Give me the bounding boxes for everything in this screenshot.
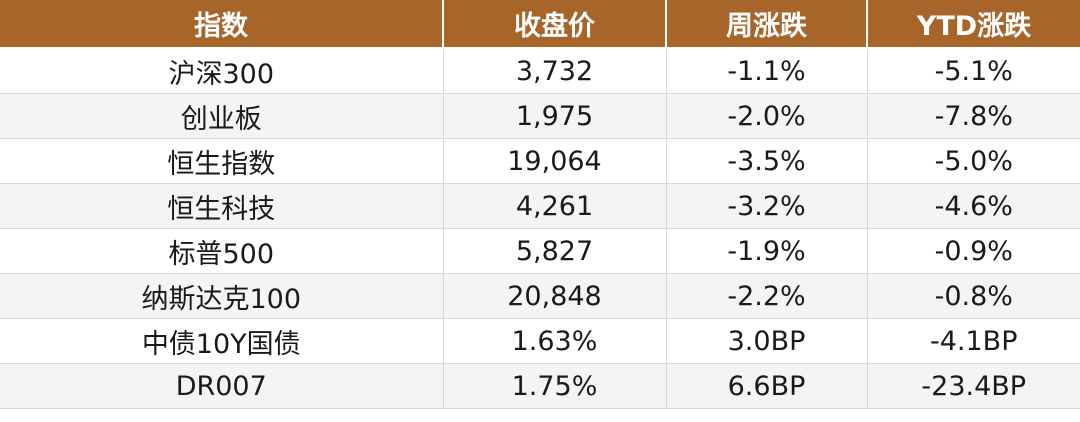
cell-weekly-change: -3.2% [666, 183, 868, 229]
table-row: 纳斯达克100 20,848 -2.2% -0.8% [0, 273, 1080, 319]
cell-close-price: 5,827 [443, 228, 667, 274]
table-row: DR007 1.75% 6.6BP -23.4BP [0, 363, 1080, 409]
cell-close-price: 4,261 [443, 183, 667, 229]
cell-weekly-change: 6.6BP [666, 363, 868, 409]
header-close-price: 收盘价 [443, 0, 667, 49]
cell-index: 创业板 [0, 93, 444, 139]
table-row: 恒生指数 19,064 -3.5% -5.0% [0, 138, 1080, 184]
cell-close-price: 19,064 [443, 138, 667, 184]
cell-index: 恒生指数 [0, 138, 444, 184]
table-row: 恒生科技 4,261 -3.2% -4.6% [0, 183, 1080, 229]
cell-index: 中债10Y国债 [0, 318, 444, 364]
cell-ytd-change: -23.4BP [867, 363, 1080, 409]
cell-weekly-change: -2.0% [666, 93, 868, 139]
table-header: 指数 收盘价 周涨跌 YTD涨跌 [0, 0, 1080, 49]
header-row: 指数 收盘价 周涨跌 YTD涨跌 [0, 0, 1080, 49]
cell-close-price: 20,848 [443, 273, 667, 319]
cell-weekly-change: -1.1% [666, 48, 868, 94]
table-row: 标普500 5,827 -1.9% -0.9% [0, 228, 1080, 274]
cell-index: 恒生科技 [0, 183, 444, 229]
index-performance-table: 指数 收盘价 周涨跌 YTD涨跌 沪深300 3,732 -1.1% -5.1%… [0, 0, 1080, 409]
header-index: 指数 [0, 0, 444, 49]
table-row: 沪深300 3,732 -1.1% -5.1% [0, 48, 1080, 94]
header-weekly-change: 周涨跌 [666, 0, 868, 49]
cell-weekly-change: -3.5% [666, 138, 868, 184]
cell-ytd-change: -7.8% [867, 93, 1080, 139]
table-body: 沪深300 3,732 -1.1% -5.1% 创业板 1,975 -2.0% … [0, 48, 1080, 409]
cell-close-price: 1.63% [443, 318, 667, 364]
cell-close-price: 1,975 [443, 93, 667, 139]
cell-weekly-change: -2.2% [666, 273, 868, 319]
cell-weekly-change: -1.9% [666, 228, 868, 274]
cell-ytd-change: -0.8% [867, 273, 1080, 319]
cell-index: 标普500 [0, 228, 444, 274]
cell-close-price: 1.75% [443, 363, 667, 409]
cell-index: DR007 [0, 363, 444, 409]
table-row: 创业板 1,975 -2.0% -7.8% [0, 93, 1080, 139]
cell-ytd-change: -4.1BP [867, 318, 1080, 364]
header-ytd-change: YTD涨跌 [867, 0, 1080, 49]
table-row: 中债10Y国债 1.63% 3.0BP -4.1BP [0, 318, 1080, 364]
cell-ytd-change: -5.1% [867, 48, 1080, 94]
cell-weekly-change: 3.0BP [666, 318, 868, 364]
cell-ytd-change: -5.0% [867, 138, 1080, 184]
cell-index: 沪深300 [0, 48, 444, 94]
cell-ytd-change: -4.6% [867, 183, 1080, 229]
cell-index: 纳斯达克100 [0, 273, 444, 319]
cell-ytd-change: -0.9% [867, 228, 1080, 274]
cell-close-price: 3,732 [443, 48, 667, 94]
